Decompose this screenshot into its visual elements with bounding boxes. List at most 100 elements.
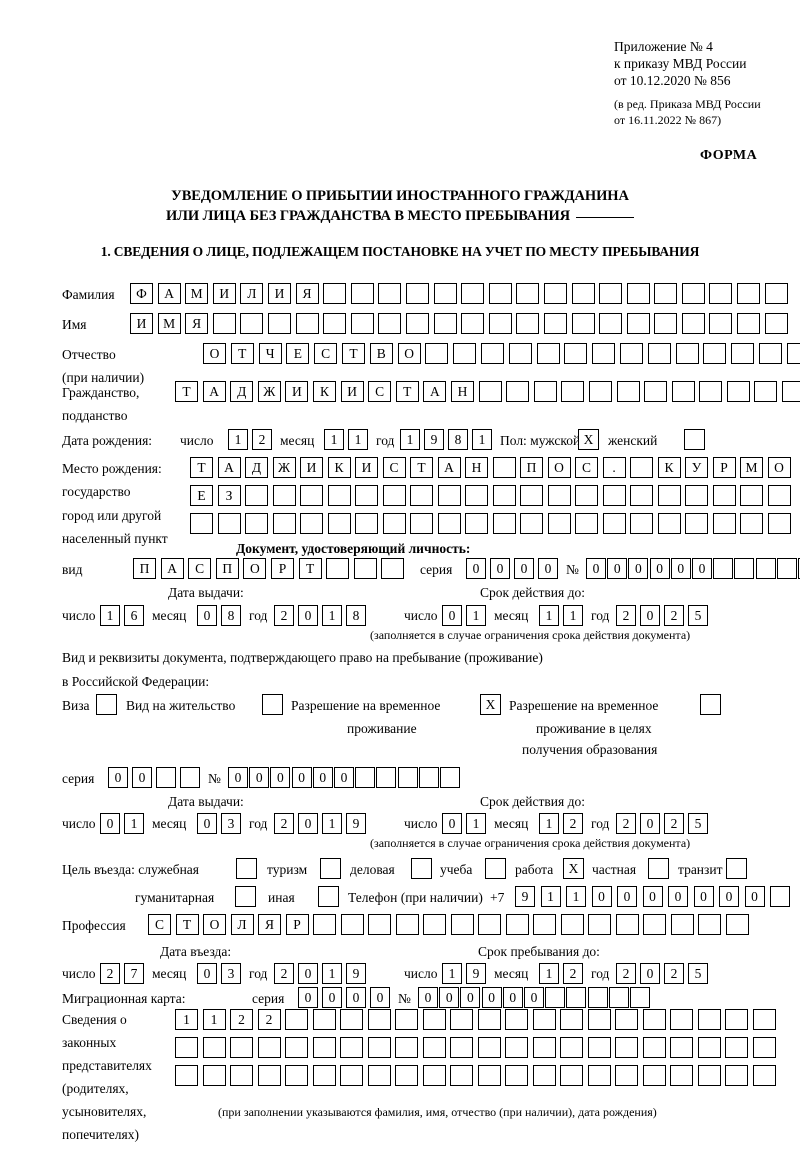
input-cell[interactable]	[758, 343, 782, 364]
input-cell[interactable]	[571, 313, 595, 334]
input-cell[interactable]: .	[602, 457, 626, 478]
input-cell[interactable]	[532, 1009, 556, 1030]
input-cell[interactable]	[422, 1065, 446, 1086]
input-cell[interactable]	[564, 343, 588, 364]
input-cell[interactable]: 0	[197, 605, 217, 626]
input-cell[interactable]	[477, 1037, 501, 1058]
input-cell[interactable]	[367, 1065, 391, 1086]
input-cell[interactable]: Р	[712, 457, 736, 478]
temp-residence-checkbox[interactable]: X	[480, 694, 501, 715]
input-cell[interactable]: 0	[312, 767, 333, 788]
input-cell[interactable]: 1	[175, 1009, 198, 1030]
input-cell[interactable]: 0	[346, 987, 366, 1008]
input-cell[interactable]: И	[300, 457, 323, 478]
input-cell[interactable]	[508, 343, 532, 364]
input-cell[interactable]	[423, 914, 446, 935]
input-cell[interactable]	[670, 914, 694, 935]
input-cell[interactable]	[439, 767, 460, 788]
input-cell[interactable]: 0	[370, 987, 390, 1008]
input-cell[interactable]: 1	[466, 605, 486, 626]
input-cell[interactable]	[433, 283, 457, 304]
input-cell[interactable]	[797, 558, 800, 579]
input-cell[interactable]: С	[382, 457, 406, 478]
input-cell[interactable]: К	[312, 381, 336, 402]
input-cell[interactable]	[395, 914, 419, 935]
input-cell[interactable]	[272, 485, 296, 506]
input-cell[interactable]: 0	[100, 813, 120, 834]
input-cell[interactable]: 0	[617, 886, 637, 907]
input-cell[interactable]: 0	[670, 558, 691, 579]
input-cell[interactable]: 0	[693, 886, 714, 907]
input-cell[interactable]	[734, 558, 755, 579]
input-cell[interactable]: 2	[664, 605, 684, 626]
input-cell[interactable]	[267, 313, 291, 334]
input-cell[interactable]: 0	[691, 558, 712, 579]
input-cell[interactable]	[340, 914, 364, 935]
input-cell[interactable]	[671, 381, 695, 402]
input-cell[interactable]: 1	[566, 886, 586, 907]
input-cell[interactable]: 1	[540, 886, 561, 907]
input-cell[interactable]	[425, 343, 449, 364]
input-cell[interactable]	[353, 558, 377, 579]
input-cell[interactable]	[615, 914, 639, 935]
input-cell[interactable]: А	[160, 558, 184, 579]
input-cell[interactable]: 0	[523, 987, 544, 1008]
input-cell[interactable]	[378, 283, 402, 304]
input-cell[interactable]: 2	[616, 963, 636, 984]
input-cell[interactable]	[453, 343, 477, 364]
input-cell[interactable]	[767, 485, 791, 506]
input-cell[interactable]	[681, 283, 705, 304]
purpose-business-checkbox[interactable]	[411, 858, 432, 879]
input-cell[interactable]: Я	[258, 914, 281, 935]
input-cell[interactable]	[697, 1037, 721, 1058]
input-cell[interactable]	[285, 1009, 308, 1030]
input-cell[interactable]: Е	[190, 485, 213, 506]
input-cell[interactable]: Н	[465, 457, 488, 478]
sex-female-checkbox[interactable]	[684, 429, 705, 450]
input-cell[interactable]	[587, 1009, 611, 1030]
purpose-humanitarian-checkbox[interactable]	[235, 886, 256, 907]
input-cell[interactable]	[461, 283, 485, 304]
input-cell[interactable]: О	[243, 558, 267, 579]
input-cell[interactable]	[740, 485, 763, 506]
input-cell[interactable]	[478, 914, 501, 935]
purpose-private-checkbox[interactable]	[648, 858, 669, 879]
input-cell[interactable]	[654, 283, 678, 304]
input-cell[interactable]	[230, 1037, 253, 1058]
input-cell[interactable]	[405, 283, 429, 304]
input-cell[interactable]	[536, 343, 560, 364]
input-cell[interactable]: Т	[298, 558, 322, 579]
input-cell[interactable]	[642, 1065, 666, 1086]
input-cell[interactable]	[588, 381, 612, 402]
input-cell[interactable]: 9	[515, 886, 535, 907]
input-cell[interactable]	[313, 914, 336, 935]
input-cell[interactable]	[587, 987, 608, 1008]
input-cell[interactable]: Ж	[257, 381, 281, 402]
input-cell[interactable]	[520, 513, 543, 534]
input-cell[interactable]	[212, 313, 236, 334]
input-cell[interactable]: 3	[221, 813, 241, 834]
input-cell[interactable]: П	[520, 457, 543, 478]
input-cell[interactable]: 8	[221, 605, 241, 626]
input-cell[interactable]: 2	[664, 963, 684, 984]
input-cell[interactable]: 0	[668, 886, 688, 907]
input-cell[interactable]	[547, 485, 571, 506]
input-cell[interactable]	[395, 1065, 418, 1086]
input-cell[interactable]: 9	[346, 963, 366, 984]
input-cell[interactable]	[630, 485, 653, 506]
input-cell[interactable]: Л	[230, 914, 254, 935]
input-cell[interactable]: 2	[100, 963, 120, 984]
input-cell[interactable]: 8	[448, 429, 468, 450]
input-cell[interactable]	[726, 381, 750, 402]
input-cell[interactable]	[382, 485, 406, 506]
input-cell[interactable]: Т	[410, 457, 433, 478]
input-cell[interactable]	[285, 1037, 308, 1058]
input-cell[interactable]: 9	[346, 813, 366, 834]
input-cell[interactable]	[355, 485, 378, 506]
input-cell[interactable]	[505, 1009, 528, 1030]
input-cell[interactable]: Т	[175, 381, 198, 402]
input-cell[interactable]: Е	[286, 343, 310, 364]
input-cell[interactable]	[340, 1037, 363, 1058]
input-cell[interactable]: 0	[502, 987, 523, 1008]
input-cell[interactable]: П	[215, 558, 239, 579]
